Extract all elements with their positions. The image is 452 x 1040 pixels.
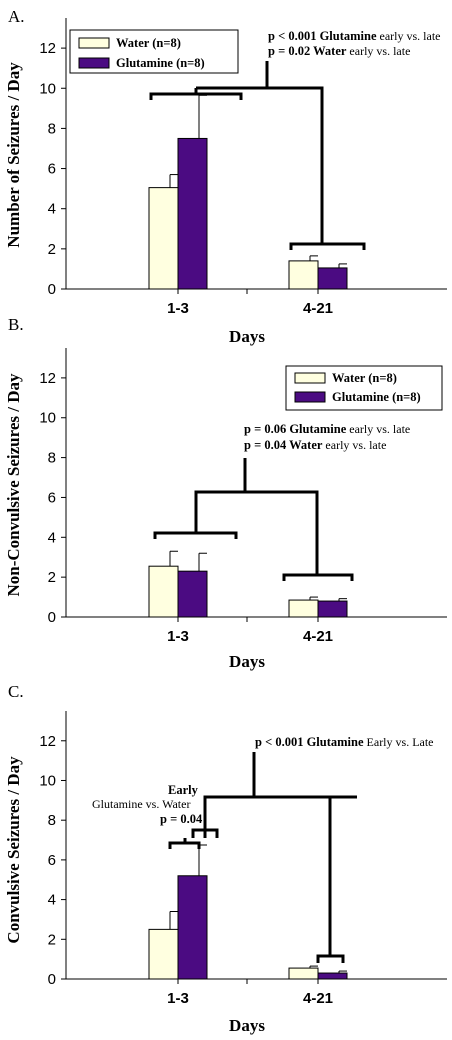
x-axis-label: Days bbox=[229, 327, 265, 346]
chart-panel-b: B. 0 2 4 6 8 10 12 Non-Convulsive Seizures / Day… bbox=[4, 315, 447, 671]
annotation-text: p = 0.04 Water early vs. late bbox=[244, 438, 386, 452]
annotation-segment: Early vs. Late bbox=[364, 735, 434, 749]
annotation-text: p = 0.06 Glutamine early vs. late bbox=[244, 422, 410, 436]
annotation-segment: Early bbox=[168, 783, 199, 797]
y-tick-label: 2 bbox=[48, 931, 56, 948]
legend-label: Glutamine (n=8) bbox=[116, 56, 205, 70]
annotation-text: Glutamine vs. Water bbox=[92, 797, 190, 811]
y-tick-label: 2 bbox=[48, 241, 56, 258]
significance-bracket bbox=[316, 954, 345, 963]
significance-bracket bbox=[289, 238, 366, 250]
x-category-label: 4-21 bbox=[303, 990, 333, 1007]
legend-swatch-water bbox=[78, 37, 110, 49]
annotation-text: p = 0.02 Water early vs. late bbox=[268, 44, 410, 58]
legend-label: Glutamine (n=8) bbox=[332, 390, 421, 404]
legend-swatch-water bbox=[294, 372, 326, 384]
bar-water-4-21 bbox=[288, 599, 319, 618]
y-tick-label: 0 bbox=[48, 609, 56, 626]
annotation-segment: Glutamine vs. Water bbox=[92, 797, 190, 811]
x-category-label: 4-21 bbox=[303, 628, 333, 645]
y-tick-label: 4 bbox=[48, 892, 56, 909]
bar-glutamine-1-3 bbox=[177, 570, 208, 618]
panel-label: A. bbox=[8, 7, 25, 26]
annotation-segment: early vs. late bbox=[322, 438, 386, 452]
y-tick-label: 10 bbox=[39, 410, 56, 427]
x-category-label: 1-3 bbox=[167, 628, 189, 645]
panel-label: B. bbox=[8, 315, 24, 334]
bar-glutamine-4-21 bbox=[317, 267, 348, 290]
annotation-segment: early vs. late bbox=[377, 29, 441, 43]
y-tick-label: 8 bbox=[48, 450, 56, 467]
legend: Water (n=8) Glutamine (n=8) bbox=[285, 365, 443, 411]
annotation-segment: p < 0.001 Glutamine bbox=[255, 735, 364, 749]
bar-water-1-3 bbox=[148, 565, 179, 618]
legend: Water (n=8) Glutamine (n=8) bbox=[69, 29, 239, 74]
annotation-segment: early vs. late bbox=[346, 422, 410, 436]
legend-swatch-glutamine bbox=[294, 391, 326, 403]
chart-panel-a: A. 0 2 4 6 8 10 12 Number of Seizures / Day 1-3 4-… bbox=[4, 7, 447, 346]
y-tick-label: 12 bbox=[39, 40, 56, 57]
bar-glutamine-1-3 bbox=[177, 137, 208, 290]
y-tick-label: 6 bbox=[48, 161, 56, 178]
panel-label: C. bbox=[8, 682, 24, 701]
x-category-label: 1-3 bbox=[167, 300, 189, 317]
y-tick-label: 0 bbox=[48, 971, 56, 988]
annotation-segment: p = 0.06 Glutamine bbox=[244, 422, 347, 436]
significance-bracket bbox=[153, 527, 238, 539]
significance-bracket bbox=[194, 490, 319, 569]
annotation-segment: p = 0.04 Water bbox=[244, 438, 323, 452]
y-tick-label: 6 bbox=[48, 852, 56, 869]
legend-label: Water (n=8) bbox=[332, 371, 397, 385]
annotation-segment: early vs. late bbox=[346, 44, 410, 58]
annotation-text: p < 0.001 Glutamine Early vs. Late bbox=[255, 735, 434, 749]
significance-bracket bbox=[191, 828, 219, 838]
bar-glutamine-1-3 bbox=[177, 875, 208, 980]
y-tick-label: 8 bbox=[48, 120, 56, 137]
legend-swatch-glutamine bbox=[78, 57, 110, 69]
bar-glutamine-4-21 bbox=[317, 972, 348, 980]
y-axis-label: Convulsive Seizures / Day bbox=[4, 756, 23, 944]
x-axis-label: Days bbox=[229, 652, 265, 671]
y-tick-label: 2 bbox=[48, 569, 56, 586]
y-tick-label: 8 bbox=[48, 812, 56, 829]
bar-water-4-21 bbox=[288, 260, 319, 290]
legend-label: Water (n=8) bbox=[116, 36, 181, 50]
y-tick-label: 6 bbox=[48, 489, 56, 506]
significance-bracket bbox=[149, 88, 243, 100]
bar-water-4-21 bbox=[288, 967, 319, 980]
y-tick-label: 12 bbox=[39, 733, 56, 750]
annotation-text: p = 0.04 bbox=[160, 812, 203, 826]
x-category-label: 1-3 bbox=[167, 990, 189, 1007]
annotation-segment: p = 0.02 Water bbox=[268, 44, 347, 58]
y-tick-label: 4 bbox=[48, 201, 56, 218]
x-category-label: 4-21 bbox=[303, 300, 333, 317]
bar-water-1-3 bbox=[148, 187, 179, 290]
annotation-segment: p = 0.04 bbox=[160, 812, 203, 826]
significance-bracket bbox=[196, 86, 324, 238]
y-axis-label: Non-Convulsive Seizures / Day bbox=[4, 373, 23, 597]
y-axis-label: Number of Seizures / Day bbox=[4, 62, 23, 248]
x-axis-label: Days bbox=[229, 1016, 265, 1035]
significance-bracket bbox=[282, 569, 354, 581]
y-tick-label: 0 bbox=[48, 281, 56, 298]
annotation-segment: p < 0.001 Glutamine bbox=[268, 29, 377, 43]
annotation-text: Early bbox=[168, 783, 199, 797]
chart-panel-c: C. 0 2 4 6 8 10 12 Convulsive Seizures / Day 1-3 4… bbox=[4, 682, 447, 1035]
y-tick-label: 10 bbox=[39, 772, 56, 789]
y-tick-label: 10 bbox=[39, 80, 56, 97]
bar-water-1-3 bbox=[148, 928, 179, 980]
significance-bracket bbox=[168, 838, 201, 849]
annotation-text: p < 0.001 Glutamine early vs. late bbox=[268, 29, 441, 43]
bar-glutamine-4-21 bbox=[317, 600, 348, 618]
y-tick-label: 4 bbox=[48, 529, 56, 546]
y-tick-label: 12 bbox=[39, 370, 56, 387]
significance-bracket bbox=[203, 752, 332, 956]
